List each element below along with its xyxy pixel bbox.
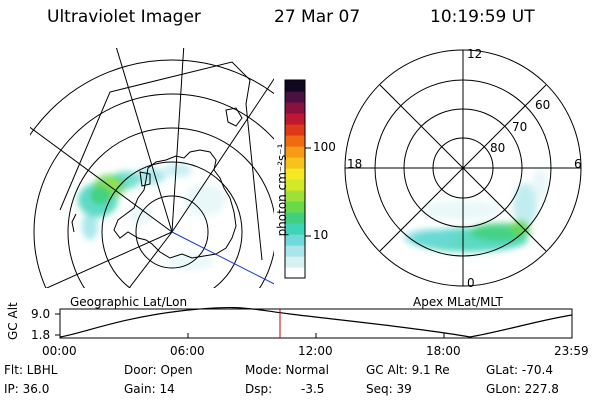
date-label: 27 Mar 07	[274, 7, 361, 27]
projection-line	[171, 231, 274, 285]
colorbar-step	[285, 223, 305, 235]
colorbar	[284, 79, 311, 279]
colorbar-step	[285, 91, 305, 103]
colorbar-step	[285, 168, 305, 180]
colorbar-step	[285, 190, 305, 202]
geo-meridians	[30, 48, 274, 288]
colorbar-step	[285, 179, 305, 191]
apex-panel-label: Apex MLat/MLT	[413, 295, 503, 309]
info-gain: Gain: 14	[124, 382, 175, 396]
colorbar-step	[285, 201, 305, 213]
info-door: Door: Open	[124, 363, 193, 377]
info-mode: Mode: Normal	[245, 363, 329, 377]
info-dsp-value: -3.5	[301, 382, 325, 396]
colorbar-step	[285, 146, 305, 158]
colorbar-step	[285, 212, 305, 224]
info-flt: Flt: LBHL	[4, 363, 58, 377]
colorbar-step	[285, 267, 305, 279]
x-tick-0000: 00:00	[42, 344, 77, 358]
colorbar-label-100: 100	[313, 140, 336, 154]
altitude-curve	[59, 306, 573, 338]
colorbar-step	[285, 234, 305, 246]
x-tick-0600: 06:00	[170, 344, 205, 358]
colorbar-step	[285, 102, 305, 114]
viewing-boundary	[59, 61, 263, 261]
coastline	[113, 149, 237, 259]
mlt-label-12: 12	[467, 47, 483, 61]
colorbar-step	[285, 135, 305, 147]
instrument-title: Ultraviolet Imager	[47, 7, 201, 27]
geo-latitude-circles	[30, 59, 274, 288]
geographic-map	[30, 48, 274, 288]
colorbar-step	[285, 256, 305, 268]
geographic-panel-label: Geographic Lat/Lon	[70, 295, 188, 309]
colorbar-unit-label: photon cm⁻²s⁻¹	[275, 143, 289, 237]
x-tick-1800: 18:00	[426, 344, 461, 358]
gc-alt-axis-label: GC Alt	[6, 302, 20, 340]
colorbar-step	[285, 113, 305, 125]
altitude-plot	[55, 306, 573, 339]
info-glat: GLat: -70.4	[486, 363, 553, 377]
colorbar-label-10: 10	[313, 228, 329, 242]
mlt-label-0: 0	[467, 276, 475, 290]
mlat-label-70: 70	[512, 120, 528, 134]
mlt-label-18: 18	[347, 157, 363, 171]
colorbar-step	[285, 157, 305, 169]
colorbar-step	[285, 245, 305, 257]
mlt-label-6: 6	[574, 157, 582, 171]
colorbar-step	[285, 80, 305, 92]
mlat-label-60: 60	[535, 98, 551, 112]
info-glon: GLon: 227.8	[486, 382, 559, 396]
x-tick-1200: 12:00	[298, 344, 333, 358]
mlt-spokes	[345, 50, 581, 286]
info-seq: Seq: 39	[366, 382, 412, 396]
x-tick-2359: 23:59	[554, 344, 589, 358]
info-dsp-label: Dsp:	[245, 382, 273, 396]
colorbar-step	[285, 124, 305, 136]
mlat-label-80: 80	[490, 141, 506, 155]
y-tick-1-8: 1.8	[31, 328, 51, 342]
apex-polar-plot	[344, 49, 582, 287]
info-ip: IP: 36.0	[4, 382, 50, 396]
apex-aurora	[404, 169, 548, 252]
info-gc-alt: GC Alt: 9.1 Re	[366, 363, 450, 377]
y-tick-9: 9.0	[31, 307, 51, 321]
time-label: 10:19:59 UT	[430, 7, 535, 27]
